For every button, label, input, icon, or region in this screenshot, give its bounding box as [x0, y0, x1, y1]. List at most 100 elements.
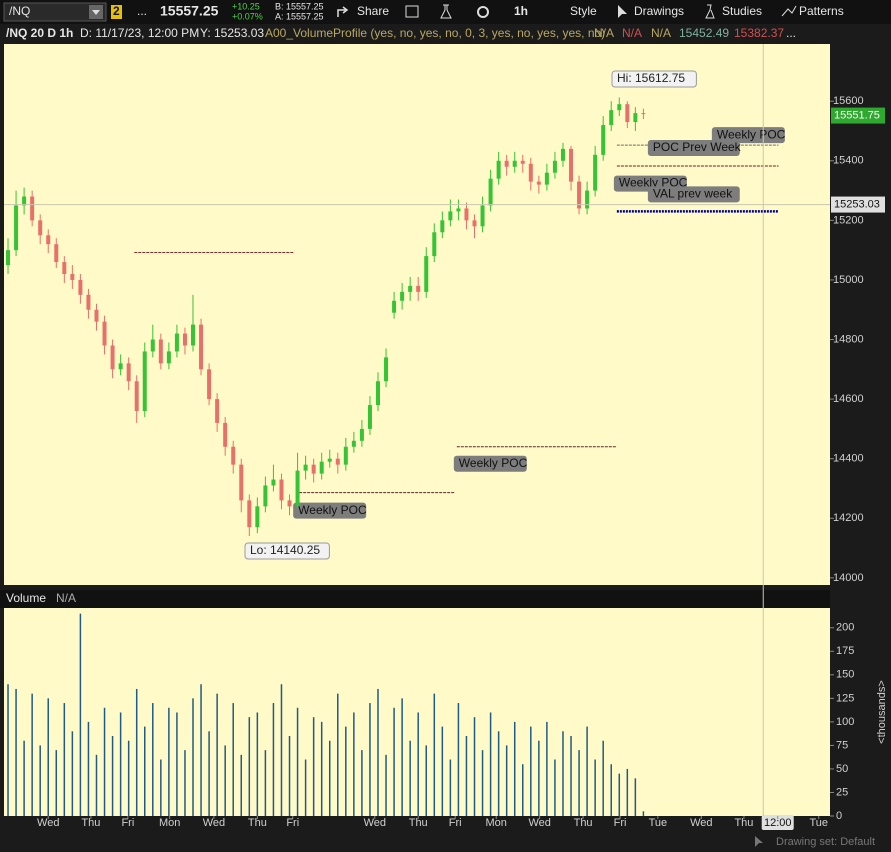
x-tick-label: Fri — [286, 817, 299, 829]
candle-body — [102, 321, 107, 346]
link-group[interactable]: 2 — [113, 4, 120, 18]
candle-body — [46, 235, 51, 245]
patterns-icon[interactable] — [781, 5, 797, 17]
annotation-box — [611, 70, 697, 88]
last-price-box — [831, 107, 885, 124]
volume-bar — [449, 759, 452, 816]
volume-bar — [377, 688, 379, 816]
menu[interactable]: ... — [137, 4, 147, 18]
last-price: 15557.25 — [160, 3, 219, 19]
study-name: A00_VolumeProfile (yes, no, yes, no, 0, … — [265, 26, 605, 40]
x-tick-label: Tue — [809, 817, 828, 829]
candle-body — [311, 464, 316, 474]
volume-bar — [353, 712, 355, 816]
drawing-label: Weekly POC — [459, 456, 528, 470]
drawing-label: Weekly POC — [298, 503, 367, 517]
change-pct: +0.07% — [232, 11, 263, 21]
more[interactable]: ... — [786, 26, 796, 40]
x-tick-label: Thu — [409, 817, 428, 829]
price-pane[interactable] — [4, 44, 830, 585]
candle-body — [191, 324, 196, 346]
study-value: N/A — [622, 26, 642, 40]
timeframe[interactable]: 1h — [514, 4, 528, 18]
volume-bar — [256, 712, 259, 816]
y-tick-label: 15600 — [833, 95, 864, 107]
symbol[interactable]: /NQ — [9, 4, 30, 18]
share[interactable]: Share — [357, 4, 389, 18]
symbol-box[interactable] — [3, 2, 107, 22]
studies[interactable]: Studies — [722, 4, 762, 18]
volume-bar — [433, 693, 436, 816]
volume-bar — [465, 736, 468, 816]
x-tick-label: Tue — [649, 817, 668, 829]
x-tick-label: Thu — [248, 817, 267, 829]
volume-bar — [15, 688, 17, 816]
candle-body — [351, 440, 356, 447]
volume-bar — [489, 712, 492, 816]
drawing-set[interactable]: Drawing set: Default — [776, 836, 875, 848]
volume-bar — [570, 736, 572, 816]
share-icon[interactable] — [337, 6, 349, 17]
candle-body — [577, 181, 582, 209]
x-tick-label: Mon — [159, 817, 180, 829]
volume-bar — [538, 740, 540, 816]
dropdown-arrow — [92, 10, 100, 15]
link-box[interactable] — [111, 5, 122, 19]
info-bar — [0, 24, 891, 44]
annotation-box — [244, 542, 330, 560]
volume-bar — [248, 717, 251, 816]
candle-body — [440, 220, 445, 233]
x-tick-label: Thu — [81, 817, 100, 829]
y-tick-label: 14800 — [833, 333, 864, 345]
candle-body — [456, 208, 461, 212]
volume-bar — [119, 712, 122, 816]
drawing-label-box — [647, 140, 740, 157]
candle-body — [54, 244, 59, 263]
candle-body — [150, 339, 155, 352]
cursor-icon[interactable] — [618, 5, 627, 18]
volume-pane[interactable] — [4, 608, 830, 816]
candle-body — [295, 470, 300, 507]
candle-body — [199, 324, 204, 370]
patterns[interactable]: Patterns — [799, 4, 844, 18]
candle-body — [384, 357, 389, 382]
candle-body — [118, 363, 123, 370]
settings-icon[interactable] — [477, 6, 489, 18]
annotation: Lo: 14140.25 — [250, 543, 320, 557]
y-tick-label: 15400 — [833, 155, 864, 167]
x-tick-label: Wed — [364, 817, 386, 829]
candle-body — [142, 351, 147, 412]
volume-bar — [168, 707, 170, 816]
volume-bar — [216, 693, 218, 816]
volume-bar — [264, 750, 267, 816]
x-tick-label: Wed — [203, 817, 225, 829]
drawings[interactable]: Drawings — [634, 4, 684, 18]
volume-bar — [634, 778, 637, 816]
volume-bar — [127, 740, 130, 816]
drawing-label-box — [647, 186, 740, 203]
volume-subtitle: N/A — [56, 591, 76, 605]
drawing-label-box — [293, 502, 367, 519]
flask-icon[interactable] — [440, 4, 452, 19]
cursor-icon[interactable] — [755, 836, 763, 847]
candle-body — [255, 506, 260, 528]
volume-bar — [457, 703, 460, 816]
candle-body — [560, 148, 565, 161]
last-price-label: 15551.75 — [834, 109, 880, 121]
candle-body — [432, 232, 437, 257]
x-tick-label: Fri — [121, 817, 134, 829]
candle-body — [472, 220, 477, 227]
volume-bar — [160, 759, 162, 816]
bid: B: 15557.25 — [275, 1, 324, 11]
drawing-label: Weekly POC — [619, 176, 688, 190]
drawing-label: VAL prev week — [653, 187, 733, 201]
candle-body — [158, 339, 163, 364]
volume-bar — [586, 726, 588, 816]
x-tick-label: Fri — [449, 817, 462, 829]
style[interactable]: Style — [570, 4, 597, 18]
volume-bar — [337, 693, 339, 816]
candle-body — [182, 333, 187, 346]
y-axis-label: <thousands> — [876, 680, 888, 744]
calendar-icon[interactable] — [405, 5, 419, 18]
studies-icon[interactable] — [705, 4, 715, 19]
